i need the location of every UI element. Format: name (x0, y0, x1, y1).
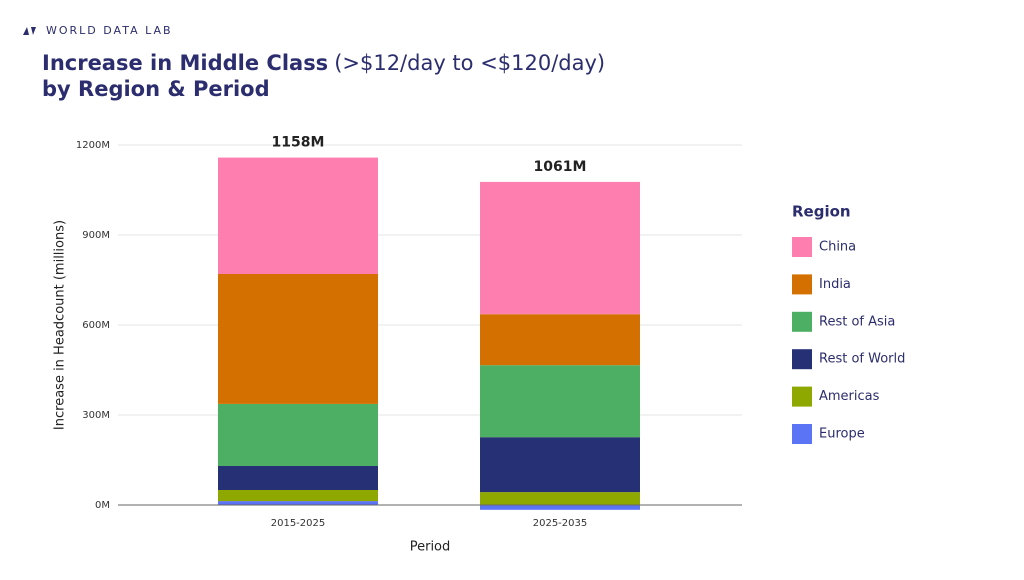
legend-label: Rest of World (819, 352, 905, 367)
y-axis-label: Increase in Headcount (millions) (53, 220, 68, 430)
chart-subtitle: by Region & Period (42, 77, 270, 101)
bar-segment (218, 466, 378, 490)
title-note: (>$12/day to <$120/day) (334, 51, 605, 75)
legend-label: Rest of Asia (819, 314, 895, 329)
y-tick-label: 1200M (76, 140, 110, 151)
legend-label: Europe (819, 427, 865, 442)
legend-label: Americas (819, 389, 880, 404)
x-tick-label: 2025-2035 (533, 518, 588, 529)
title-main: Increase in Middle Class (42, 51, 328, 75)
chart-title: Increase in Middle Class (>$12/day to <$1… (42, 51, 605, 75)
legend-swatch (792, 274, 812, 295)
y-tick-label: 600M (82, 320, 110, 331)
bar-segment (480, 492, 640, 505)
legend-swatch (792, 349, 812, 370)
legend-label: China (819, 240, 856, 255)
legend-swatch (792, 424, 812, 444)
bar-segment (218, 403, 378, 466)
brand: WORLD DATA LAB (46, 24, 173, 37)
bar-segment (218, 501, 378, 505)
legend-swatch (792, 311, 812, 332)
total-label: 1158M (272, 135, 325, 151)
y-tick-label: 900M (82, 230, 110, 241)
x-axis-label: Period (410, 540, 451, 555)
y-tick-label: 0M (95, 500, 110, 511)
bar-segment (480, 181, 640, 315)
bar-segment (480, 365, 640, 438)
legend-swatch (792, 386, 812, 407)
legend-swatch (792, 237, 812, 257)
bar-segment (218, 490, 378, 502)
bar-segment (218, 157, 378, 274)
total-label: 1061M (534, 159, 587, 175)
logo-icon (23, 27, 36, 35)
bar-segment (480, 314, 640, 366)
legend-title: Region (792, 203, 851, 221)
bar-segment (480, 437, 640, 493)
bar-segment (480, 505, 640, 510)
x-tick-label: 2015-2025 (271, 518, 326, 529)
legend-label: India (819, 277, 851, 292)
bar-segment (218, 274, 378, 404)
y-tick-label: 300M (82, 410, 110, 421)
